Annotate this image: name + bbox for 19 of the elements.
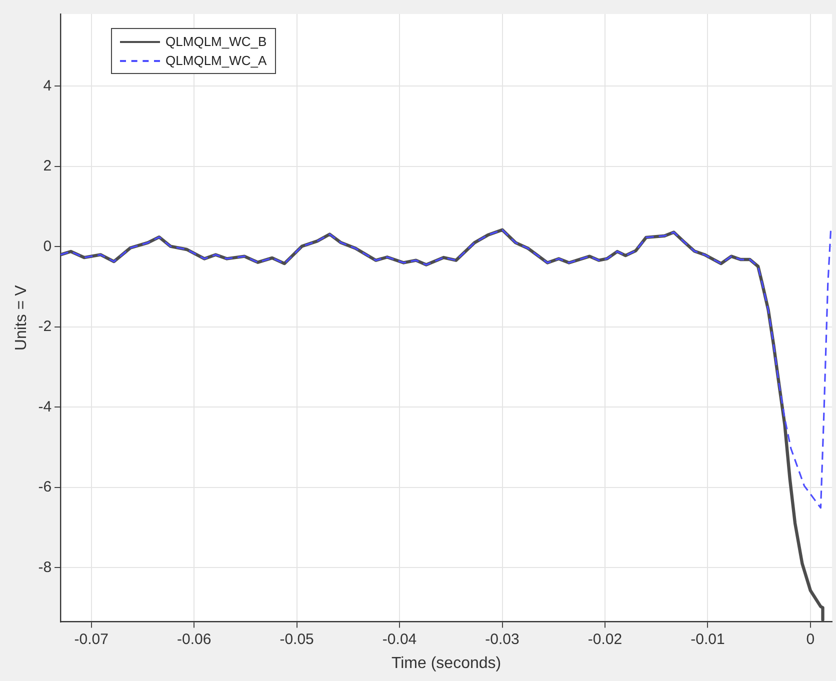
- y-tick-label: -2: [38, 318, 52, 336]
- y-tick-label: -6: [38, 478, 52, 496]
- x-tick-label: -0.07: [74, 630, 108, 648]
- legend-label: QLMQLM_WC_B: [166, 33, 267, 51]
- x-tick-label: -0.03: [485, 630, 520, 648]
- legend-label: QLMQLM_WC_A: [166, 52, 267, 70]
- y-tick-label: 0: [43, 238, 52, 255]
- y-tick-label: 2: [43, 158, 52, 175]
- x-tick-label: -0.02: [588, 630, 622, 648]
- x-tick-label: -0.05: [280, 630, 314, 648]
- x-tick-label: 0: [806, 630, 815, 648]
- x-tick-label: -0.06: [176, 630, 212, 648]
- y-tick-label: -4: [38, 398, 52, 416]
- x-tick-label: -0.01: [690, 630, 725, 648]
- y-axis-title: Units = V: [13, 284, 30, 351]
- x-axis-title: Time (seconds): [391, 654, 502, 672]
- x-tick-label: -0.04: [382, 630, 417, 648]
- y-tick-label: 4: [43, 77, 52, 94]
- y-tick-label: -8: [38, 558, 52, 576]
